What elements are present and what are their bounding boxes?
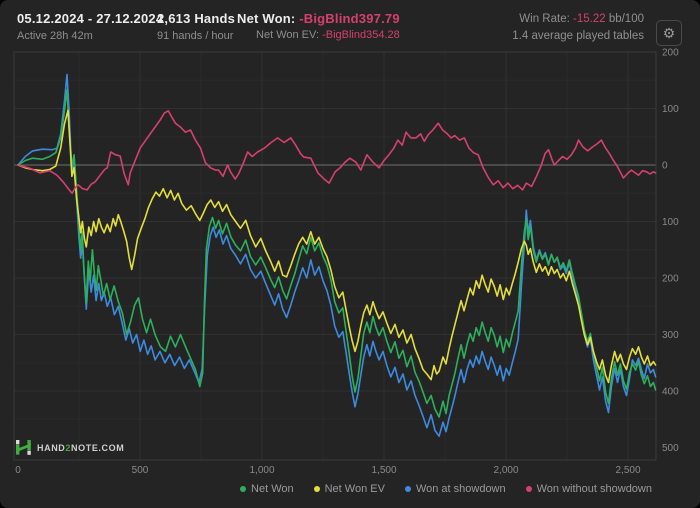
svg-text:0: 0 [662,161,668,172]
net-won-block: Net Won: -BigBlind397.79 Net Won EV: -Bi… [237,12,400,41]
win-rate-block: Win Rate: -15.22 bb/100 1.4 average play… [512,13,644,47]
svg-text:200: 200 [662,48,679,59]
win-rate-label: Win Rate: [519,13,570,25]
net-won-label: Net Won: [237,11,296,26]
svg-text:100: 100 [662,104,679,115]
svg-text:100: 100 [662,217,679,228]
hands-per-hour: 91 hands / hour [157,30,234,42]
svg-text:2,500: 2,500 [615,465,640,476]
svg-text:0: 0 [15,465,21,476]
hands-total: 2,613 Hands [157,11,236,26]
svg-text:500: 500 [132,465,149,476]
won-without-showdown-dot-icon [525,486,532,492]
logo-text: HAND2NOTE.COM [37,442,125,453]
net-won-ev-value: -BigBlind354.28 [322,29,400,41]
win-rate-value: -15.22 [573,13,606,25]
svg-text:1,000: 1,000 [249,465,274,476]
svg-text:400: 400 [662,387,679,398]
svg-text:2,000: 2,000 [493,465,518,476]
net-won-ev-dot-icon [313,486,320,492]
svg-text:200: 200 [662,274,679,285]
hand2note-logo-icon [16,440,31,455]
legend-item-won-at-showdown[interactable]: Won at showdown [404,483,506,495]
date-range: 05.12.2024 - 27.12.2024 [17,11,164,26]
active-time: Active 28h 42m [17,30,93,42]
legend-item-won-without-showdown[interactable]: Won without showdown [525,483,652,495]
avg-tables: 1.4 average played tables [512,29,644,42]
chart-legend: Net Won Net Won EV Won at showdown Won w… [240,483,652,495]
won-at-showdown-dot-icon [404,486,411,492]
legend-item-net-won-ev[interactable]: Net Won EV [313,483,385,495]
net-won-ev-label: Net Won EV: [256,29,320,41]
svg-text:1,500: 1,500 [371,465,396,476]
net-won-dot-icon [240,486,247,492]
svg-text:300: 300 [662,330,679,341]
legend-item-net-won[interactable]: Net Won [240,483,294,495]
svg-text:500: 500 [662,443,679,454]
hand2note-logo: HAND2NOTE.COM [15,440,124,455]
settings-gear-icon[interactable]: ⚙ [656,20,682,46]
win-rate-unit: bb/100 [608,13,644,25]
hands-block: 2,613 Hands 91 hands / hour [157,12,235,42]
net-won-value: -BigBlind397.79 [299,11,400,26]
date-range-block: 05.12.2024 - 27.12.2024 Active 28h 42m [17,12,163,42]
